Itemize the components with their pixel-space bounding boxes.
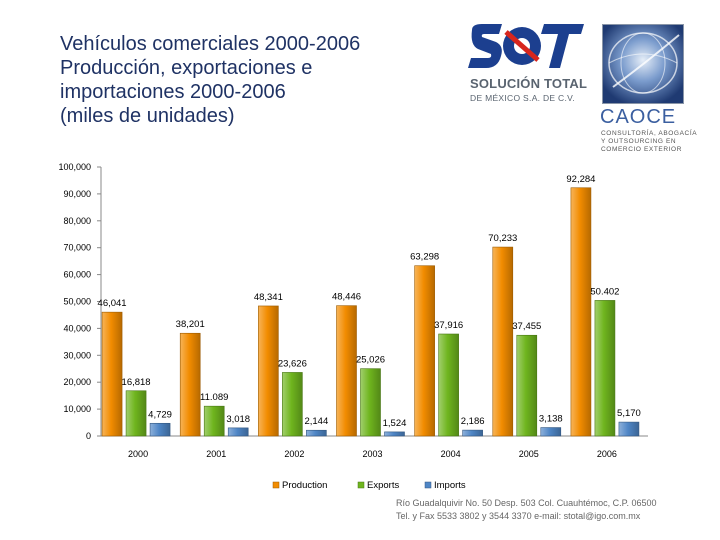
data-label: 2,186 <box>461 416 485 427</box>
footer-contact: Río Guadalquivir No. 50 Desp. 503 Col. C… <box>396 497 688 523</box>
data-label: 38,201 <box>176 319 205 330</box>
bar-production-2006 <box>570 187 592 437</box>
data-label: 16,818 <box>122 377 151 388</box>
data-label: 70,233 <box>488 233 517 244</box>
sot-logo-name: SOLUCIÓN TOTAL <box>470 76 588 91</box>
caoce-logo: CAOCE CONSULTORÍA, ABOGACÍA Y OUTSOURCIN… <box>598 22 697 180</box>
caoce-sub-line-1: CONSULTORÍA, ABOGACÍA <box>601 130 698 137</box>
sot-logo-subtitle: DE MÉXICO S.A. DE C.V. <box>470 93 576 103</box>
y-tick-label: 70,000 <box>63 243 91 253</box>
footer-phone-email: Tel. y Fax 5533 3802 y 3544 3370 e-mail:… <box>396 511 641 521</box>
x-tick-label: 2005 <box>519 449 539 459</box>
y-tick-label: 80,000 <box>63 216 91 226</box>
data-label: 3,018 <box>226 414 250 425</box>
bar-production-2000 <box>101 311 123 437</box>
y-tick-label: 40,000 <box>63 323 91 333</box>
x-tick-label: 2001 <box>206 449 226 459</box>
legend-label-exports: Exports <box>367 480 399 491</box>
y-tick-label: 50,000 <box>63 297 91 307</box>
x-tick-label: 2003 <box>362 449 382 459</box>
title-line-3: importaciones 2000-2006 <box>60 81 286 103</box>
legend-swatch-production <box>272 481 280 489</box>
data-label: 37,455 <box>512 321 541 332</box>
legend-label-imports: Imports <box>434 480 466 491</box>
caoce-sub-line-3: COMERCIO EXTERIOR <box>601 146 682 153</box>
bar-imports-2004 <box>462 429 483 437</box>
title-line-1: Vehículos comerciales 2000-2006 <box>60 33 361 55</box>
y-tick-label: 0 <box>86 431 91 441</box>
data-label: 3,138 <box>539 414 563 425</box>
data-label: 4,729 <box>148 409 172 420</box>
x-tick-label: 2006 <box>597 449 617 459</box>
caoce-logo-subtitle: CONSULTORÍA, ABOGACÍA Y OUTSOURCING EN C… <box>601 130 697 154</box>
y-tick-label: 100,000 <box>58 162 91 172</box>
data-label: 37,916 <box>434 320 463 331</box>
data-label: 48,341 <box>254 292 283 303</box>
legend-swatch-exports <box>357 481 365 489</box>
bar-imports-2002 <box>306 429 327 437</box>
x-tick-label: 2002 <box>284 449 304 459</box>
data-label: 1,524 <box>383 418 407 429</box>
y-tick-label: 20,000 <box>63 377 91 387</box>
legend-swatch-imports <box>424 481 432 489</box>
title-line-4: (miles de unidades) <box>60 105 235 127</box>
bar-production-2002 <box>258 305 279 437</box>
data-label: 11.089 <box>200 392 228 403</box>
bar-exports-2002 <box>282 372 303 437</box>
data-label: 92,284 <box>566 174 595 185</box>
bar-production-2005 <box>492 246 514 437</box>
caoce-sub-line-2: Y OUTSOURCING EN <box>601 138 677 145</box>
footer-address: Río Guadalquivir No. 50 Desp. 503 Col. C… <box>396 498 657 508</box>
data-label: 23,626 <box>278 358 307 369</box>
sot-logo-mark-icon <box>468 24 584 68</box>
data-label: 63,298 <box>410 252 439 263</box>
data-label: 50.402 <box>590 286 619 297</box>
y-tick-label: 90,000 <box>63 189 91 199</box>
bar-production-2003 <box>336 305 357 437</box>
bar-exports-2000 <box>125 390 147 437</box>
bar-imports-2005 <box>540 427 562 437</box>
data-label: 5,170 <box>617 408 641 419</box>
bar-imports-2006 <box>618 421 640 437</box>
slide-title: Vehículos comerciales 2000-2006 Producci… <box>60 32 450 128</box>
y-tick-label: 10,000 <box>63 404 91 414</box>
y-tick-label: 30,000 <box>63 350 91 360</box>
bar-production-2004 <box>414 265 435 437</box>
data-label: 25,026 <box>356 355 385 366</box>
data-label: 2,144 <box>304 416 328 427</box>
data-label: 48,446 <box>332 292 361 303</box>
bar-imports-2001 <box>227 427 249 437</box>
bar-exports-2001 <box>203 405 225 437</box>
bar-exports-2003 <box>360 368 381 437</box>
bar-exports-2006 <box>594 300 616 437</box>
caoce-logo-name: CAOCE <box>600 106 677 128</box>
bar-exports-2005 <box>516 334 538 437</box>
bar-imports-2000 <box>149 422 171 437</box>
x-tick-label: 2000 <box>128 449 148 459</box>
bar-imports-2003 <box>384 431 405 437</box>
x-tick-label: 2004 <box>441 449 461 459</box>
sot-logo: SOLUCIÓN TOTAL DE MÉXICO S.A. DE C.V. <box>466 22 588 108</box>
y-tick-label: 60,000 <box>63 270 91 280</box>
data-label: 46,041 <box>98 298 127 309</box>
legend-label-production: Production <box>282 480 327 491</box>
caoce-logo-mark-icon <box>602 24 684 104</box>
bar-exports-2004 <box>438 333 459 437</box>
title-line-2: Producción, exportaciones e <box>60 57 313 79</box>
bar-production-2001 <box>179 332 201 437</box>
